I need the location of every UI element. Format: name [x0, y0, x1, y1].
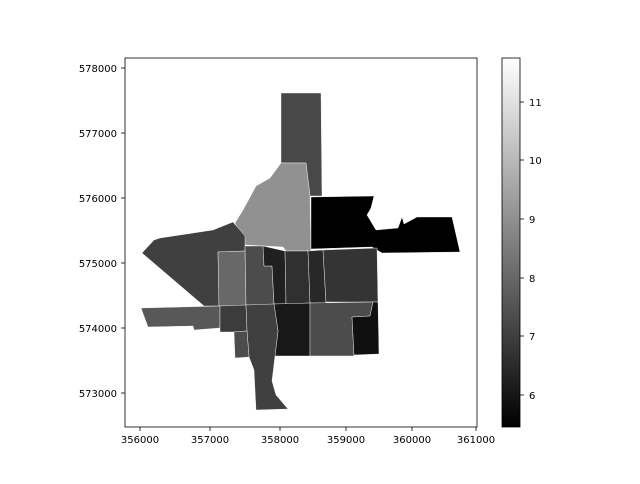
region-south-small [219, 304, 248, 333]
region-west-center [217, 250, 247, 307]
region-south-center [273, 302, 311, 357]
map-axes-frame [124, 57, 478, 428]
x-tick-label: 359000 [327, 435, 365, 446]
colorbar-tick-label: 10 [529, 156, 542, 167]
colorbar-tick-label: 8 [529, 274, 535, 285]
colorbar-tick-label: 9 [529, 215, 535, 226]
x-axis: 356000 357000 358000 359000 360000 36100… [121, 427, 495, 446]
region-east-center [322, 247, 379, 303]
region-southeast-corner [351, 301, 380, 356]
x-tick-label: 358000 [261, 435, 299, 446]
colorbar-frame [501, 57, 521, 428]
x-tick-label: 361000 [457, 435, 495, 446]
x-tick-label: 356000 [121, 435, 159, 446]
region-southwest-strip [140, 305, 221, 331]
colorbar-tick-label: 6 [529, 391, 535, 402]
y-tick-label: 578000 [79, 64, 117, 75]
y-axis: 573000 574000 575000 576000 577000 57800… [79, 64, 125, 400]
y-tick-label: 573000 [79, 389, 117, 400]
y-tick-label: 574000 [79, 324, 117, 335]
colorbar-gradient [502, 58, 520, 427]
region-south-mid [233, 330, 250, 359]
map-regions [140, 92, 461, 411]
colorbar: 6 7 8 9 10 11 [501, 57, 542, 428]
colorbar-tick-label: 7 [529, 332, 535, 343]
region-central-north [234, 162, 312, 252]
colorbar-tick-label: 11 [529, 98, 542, 109]
region-center-c [284, 250, 311, 305]
y-tick-label: 577000 [79, 129, 117, 140]
x-tick-label: 360000 [393, 435, 431, 446]
y-tick-label: 575000 [79, 259, 117, 270]
x-tick-label: 357000 [191, 435, 229, 446]
y-tick-label: 576000 [79, 194, 117, 205]
